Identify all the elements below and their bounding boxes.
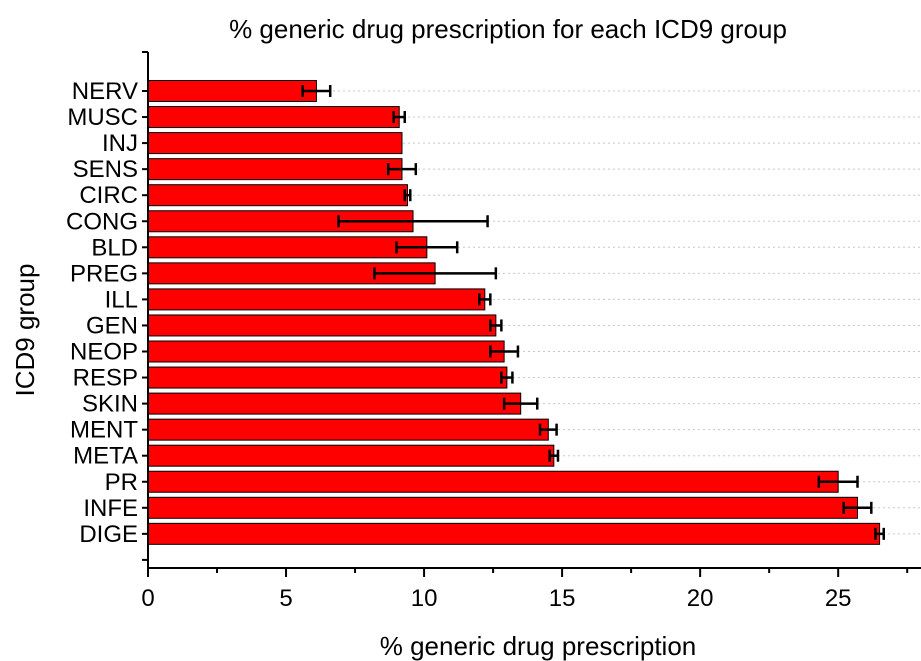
y-tick-label: META <box>73 443 138 470</box>
bar-ill <box>147 288 486 311</box>
y-tick-label: RESP <box>73 365 138 392</box>
y-tick-label: BLD <box>91 234 138 261</box>
labels-layer: NERVMUSCINJSENSCIRCCONGBLDPREGILLGENNEOP… <box>66 78 852 612</box>
error-bar-ill <box>478 293 492 306</box>
y-tick-label: NERV <box>72 78 138 105</box>
y-tick-label: NEOP <box>70 339 138 366</box>
x-tick-label: 25 <box>825 585 852 612</box>
bar-gen <box>147 314 497 337</box>
bar-circ <box>147 184 409 207</box>
y-tick-label: MENT <box>70 417 138 444</box>
error-bar-musc <box>392 111 406 124</box>
error-bar-pr <box>817 475 859 488</box>
bar-skin <box>147 392 522 415</box>
error-bar-neop <box>489 345 520 358</box>
error-bars-layer <box>301 85 885 540</box>
x-tick-label: 20 <box>687 585 714 612</box>
bars-layer <box>147 80 881 545</box>
error-bar-sens <box>386 163 418 176</box>
error-bar-skin <box>502 397 539 410</box>
error-bar-circ <box>403 189 412 202</box>
error-bar-bld <box>395 241 459 254</box>
error-bar-infe <box>842 501 873 514</box>
error-bar-gen <box>489 319 503 332</box>
bar-neop <box>147 340 505 363</box>
y-tick-label: INFE <box>83 495 138 522</box>
y-tick-label: PR <box>105 469 138 496</box>
error-bar-nerv <box>301 85 332 97</box>
bar-inj <box>147 132 403 155</box>
bar-musc <box>147 106 400 129</box>
y-tick-label: SENS <box>73 156 138 183</box>
bar-resp <box>147 366 508 389</box>
x-tick-label: 5 <box>279 585 292 612</box>
y-tick-label: CIRC <box>79 182 138 209</box>
error-bar-ment <box>538 423 558 436</box>
bar-meta <box>147 444 555 467</box>
bar-infe <box>147 496 859 519</box>
x-tick-label: 0 <box>141 585 154 612</box>
bar-nerv <box>147 80 317 102</box>
axes-layer <box>142 51 921 577</box>
error-bar-resp <box>500 371 514 384</box>
y-tick-label: INJ <box>102 130 138 157</box>
grid-layer <box>148 90 921 535</box>
x-tick-label: 15 <box>549 585 576 612</box>
bar-sens <box>147 158 403 181</box>
y-tick-label: ILL <box>105 286 138 313</box>
y-tick-label: GEN <box>86 312 138 339</box>
bar-pr <box>147 470 839 493</box>
bar-dige <box>147 522 881 545</box>
y-axis-label: ICD9 group <box>10 264 40 397</box>
error-bar-dige <box>874 527 885 540</box>
y-tick-label: CONG <box>66 208 138 235</box>
y-tick-label: PREG <box>70 260 138 287</box>
x-axis-label: % generic drug prescription <box>380 631 697 661</box>
error-bar-cong <box>337 215 489 228</box>
bar-bld <box>147 236 428 259</box>
y-tick-label: DIGE <box>79 521 138 548</box>
error-bar-meta <box>548 449 560 462</box>
y-tick-label: SKIN <box>82 391 138 418</box>
chart-title: % generic drug prescription for each ICD… <box>229 14 787 44</box>
error-bar-preg <box>373 267 498 280</box>
x-tick-label: 10 <box>411 585 438 612</box>
y-tick-label: MUSC <box>67 104 138 131</box>
bar-ment <box>147 418 549 441</box>
